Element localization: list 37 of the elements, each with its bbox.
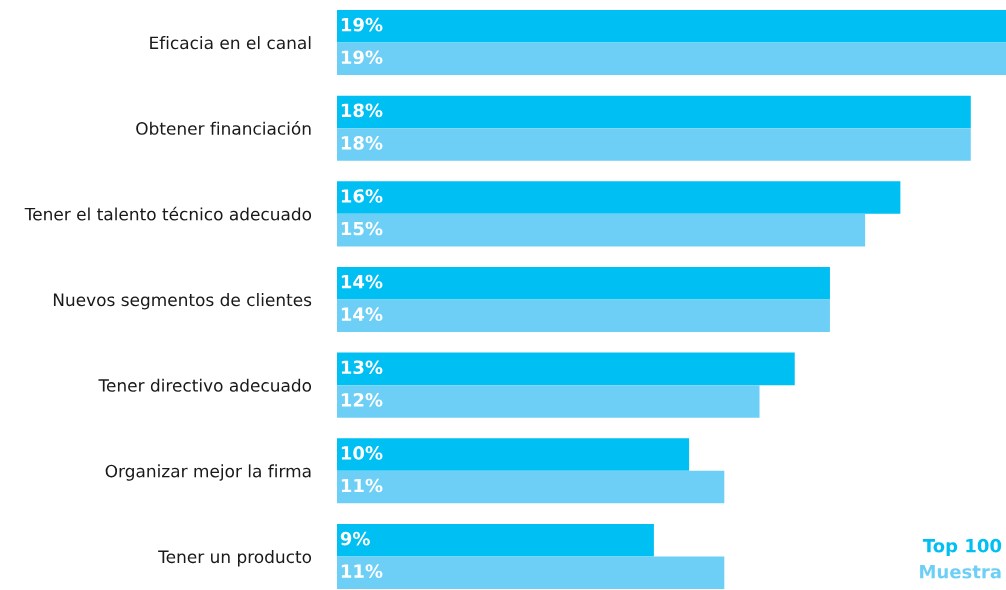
bar — [337, 266, 830, 300]
data-label: 15% — [341, 221, 383, 236]
data-label: 11% — [341, 478, 383, 493]
text: Top 100 — [922, 538, 1002, 556]
data-label: 11% — [341, 564, 383, 578]
y-tick-label: Obtener financiación — [136, 121, 311, 135]
data-label: 19% — [341, 50, 383, 65]
bar — [337, 128, 971, 161]
data-label: 12% — [341, 393, 383, 407]
bar — [337, 352, 795, 386]
y-tick-label: Eficacia en el canal — [150, 36, 311, 50]
text: Muestra — [920, 565, 1001, 579]
bar — [337, 213, 866, 247]
data-label: 14% — [341, 307, 383, 322]
data-label: 14% — [341, 274, 383, 289]
data-label: 16% — [341, 189, 383, 203]
data-label: 13% — [341, 360, 383, 375]
data-label: 18% — [341, 103, 383, 118]
data-label: 10% — [341, 446, 383, 460]
y-tick-label: Nuevos segmentos de clientes — [53, 293, 312, 310]
bar — [337, 470, 725, 504]
bar — [337, 385, 760, 418]
data-label: 18% — [341, 136, 383, 150]
bar — [337, 181, 901, 214]
y-tick-label: Tener el talento técnico adecuado — [24, 206, 312, 221]
bar — [337, 42, 1006, 76]
bar — [337, 299, 830, 333]
bar — [337, 523, 654, 557]
y-tick-label: Organizar mejor la firma — [105, 464, 311, 481]
bar — [337, 95, 971, 129]
bar — [337, 556, 725, 589]
y-tick-label: Tener un producto — [158, 550, 312, 567]
y-tick-label: Tener directivo adecuado — [98, 378, 312, 392]
data-label: 19% — [341, 17, 383, 32]
bar — [337, 9, 1006, 43]
data-label: 9% — [340, 531, 370, 546]
bar — [337, 438, 690, 471]
